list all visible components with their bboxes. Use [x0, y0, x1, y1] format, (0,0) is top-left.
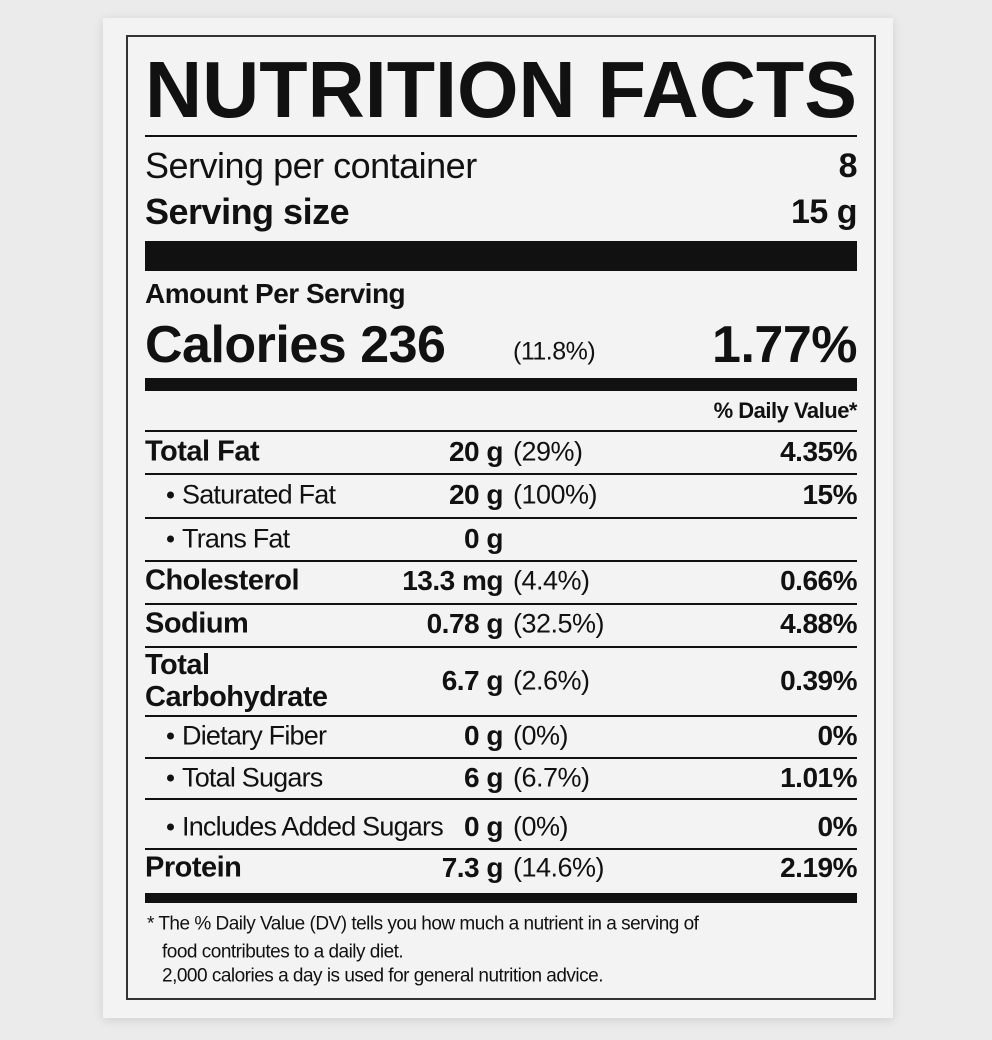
calories-daily-value: 1.77% [712, 316, 857, 374]
serving-size-label: Serving size [145, 191, 350, 232]
nutrient-daily-value: 1.01% [780, 762, 857, 793]
nutrient-percent: (29%) [513, 436, 583, 467]
nutrient-name: Total Sugars [182, 762, 323, 793]
title-svg: NUTRITION FACTS [145, 45, 857, 134]
rule [145, 473, 857, 475]
bullet [167, 732, 174, 740]
nutrient-daily-value: 4.35% [780, 436, 857, 467]
calories-label: Calories [145, 316, 347, 374]
amount-per-serving: Amount Per Serving [145, 278, 406, 309]
rule [145, 646, 857, 648]
rule [145, 517, 857, 519]
nutrient-name: Saturated Fat [182, 479, 336, 510]
rule [145, 798, 857, 800]
nutrient-amount: 0 g [464, 523, 503, 554]
nutrient-name: Protein [145, 851, 242, 884]
nutrient-percent: (100%) [513, 479, 598, 510]
serving-value: 8 [838, 147, 858, 185]
nutrient-name: Cholesterol [145, 564, 300, 597]
rule [145, 430, 857, 432]
nutrient-percent: (2.6%) [513, 665, 590, 696]
nutrient-amount: 13.3 mg [402, 565, 503, 596]
footnote: food contributes to a daily diet. [162, 941, 404, 963]
bullet [167, 774, 174, 782]
nutrient-percent: (4.4%) [513, 565, 590, 596]
nutrient-amount: 0 g [464, 720, 503, 751]
nutrient-amount: 6.7 g [441, 665, 504, 696]
rule [145, 560, 857, 562]
nutrient-name: Sodium [145, 607, 249, 640]
nutrient-amount: 20 g [448, 436, 504, 467]
nutrient-name: Total Fat [145, 435, 260, 468]
nutrient-daily-value: 0% [817, 811, 858, 842]
nutrient-daily-value: 0.39% [780, 665, 857, 696]
serving-size-value: 15 g [790, 193, 858, 231]
rule [145, 757, 857, 759]
nutrient-daily-value: 0% [817, 720, 858, 751]
nutrient-name: Dietary Fiber [182, 720, 327, 751]
nutrient-amount: 7.3 g [441, 852, 504, 883]
rule [145, 603, 857, 605]
calories: Calories 236 [145, 316, 446, 374]
nutrient-name: Total Carbohydrate [145, 649, 328, 713]
nutrient-amount: 20 g [448, 479, 504, 510]
footnote: 2,000 calories a day is used for general… [162, 965, 604, 987]
rule [145, 715, 857, 717]
serving-label: Serving per container [145, 145, 477, 186]
calories-value: 236 [360, 316, 446, 374]
calories-percent: (11.8%) [513, 337, 596, 366]
rule [145, 378, 857, 391]
nutrient-daily-value: 4.88% [780, 608, 857, 639]
footnote: * The % Daily Value (DV) tells you how m… [147, 913, 699, 935]
nutrient-amount: 0 g [464, 811, 503, 842]
rule [145, 241, 857, 271]
nutrient-percent: (14.6%) [513, 852, 605, 883]
nutrient-percent: (6.7%) [513, 762, 590, 793]
nutrient-daily-value: 0.66% [780, 565, 857, 596]
nutrient-name: Trans Fat [182, 523, 290, 554]
nutrient-percent: (0%) [513, 811, 569, 842]
nutrient-percent: (32.5%) [513, 608, 605, 639]
bullet [167, 491, 174, 499]
bullet [167, 823, 174, 831]
daily-value-header: % Daily Value* [713, 398, 858, 423]
nutrient-amount: 6 g [464, 762, 503, 793]
nutrient-daily-value: 2.19% [780, 852, 857, 883]
label-border [126, 35, 876, 1000]
rule [145, 893, 857, 903]
nutrient-name: Includes Added Sugars [182, 811, 444, 842]
rule [145, 848, 857, 850]
nutrient-daily-value: 15% [802, 479, 857, 510]
rule [145, 135, 857, 137]
title: NUTRITION FACTS [145, 45, 857, 134]
bullet [167, 535, 174, 543]
nutrient-percent: (0%) [513, 720, 569, 751]
nutrient-amount: 0.78 g [426, 608, 504, 639]
